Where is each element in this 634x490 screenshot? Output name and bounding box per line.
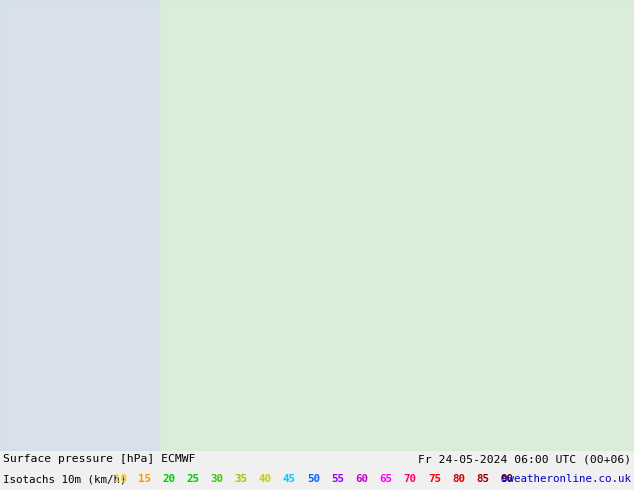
Text: 20: 20	[162, 474, 175, 484]
Text: ©weatheronline.co.uk: ©weatheronline.co.uk	[501, 474, 631, 484]
Text: 70: 70	[404, 474, 417, 484]
Text: 15: 15	[138, 474, 151, 484]
Text: 75: 75	[428, 474, 441, 484]
Text: 60: 60	[355, 474, 368, 484]
Text: 85: 85	[476, 474, 489, 484]
Text: 25: 25	[186, 474, 199, 484]
Text: Surface pressure [hPa] ECMWF: Surface pressure [hPa] ECMWF	[3, 454, 195, 464]
Text: 55: 55	[331, 474, 344, 484]
Text: 80: 80	[452, 474, 465, 484]
Text: 90: 90	[500, 474, 514, 484]
Text: Isotachs 10m (km/h): Isotachs 10m (km/h)	[3, 474, 127, 484]
Text: 40: 40	[259, 474, 271, 484]
Text: Fr 24-05-2024 06:00 UTC (00+06): Fr 24-05-2024 06:00 UTC (00+06)	[418, 454, 631, 464]
Text: 50: 50	[307, 474, 320, 484]
Text: 65: 65	[380, 474, 392, 484]
Text: 45: 45	[283, 474, 296, 484]
Text: 35: 35	[235, 474, 247, 484]
Text: 10: 10	[113, 474, 127, 484]
Text: 30: 30	[210, 474, 223, 484]
